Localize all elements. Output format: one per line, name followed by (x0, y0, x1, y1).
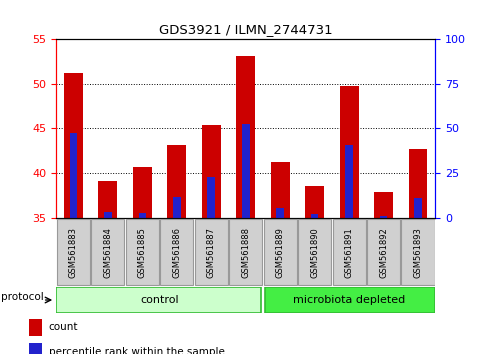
Bar (167, 145, 186, 218)
FancyBboxPatch shape (366, 219, 399, 285)
FancyBboxPatch shape (194, 219, 227, 285)
Bar (28, 343, 42, 354)
Text: GSM561891: GSM561891 (344, 227, 353, 278)
Text: GSM561892: GSM561892 (378, 227, 387, 278)
Bar (345, 145, 352, 218)
Bar (305, 185, 324, 218)
Text: GSM561890: GSM561890 (309, 227, 319, 278)
FancyBboxPatch shape (91, 219, 124, 285)
Bar (98, 181, 117, 218)
Bar (173, 197, 180, 218)
Bar (202, 125, 220, 218)
Bar (413, 198, 421, 218)
Text: control: control (140, 295, 179, 305)
Text: GSM561889: GSM561889 (275, 227, 284, 278)
Text: GSM561888: GSM561888 (241, 227, 250, 278)
Bar (133, 167, 152, 218)
Text: count: count (49, 322, 78, 332)
Bar (104, 212, 111, 218)
Text: GSM561885: GSM561885 (138, 227, 146, 278)
Bar (69, 133, 77, 218)
Text: GSM561884: GSM561884 (103, 227, 112, 278)
Text: GSM561887: GSM561887 (206, 227, 215, 278)
Bar (236, 56, 255, 218)
Bar (379, 216, 386, 218)
FancyBboxPatch shape (125, 219, 159, 285)
Title: GDS3921 / ILMN_2744731: GDS3921 / ILMN_2744731 (159, 23, 332, 36)
FancyBboxPatch shape (264, 287, 434, 313)
Bar (242, 124, 249, 218)
FancyBboxPatch shape (298, 219, 330, 285)
FancyBboxPatch shape (56, 287, 261, 313)
Bar (207, 177, 215, 218)
Text: percentile rank within the sample: percentile rank within the sample (49, 347, 224, 354)
Bar (28, 319, 42, 336)
Text: protocol: protocol (1, 292, 44, 302)
Bar (310, 214, 318, 218)
Text: GSM561893: GSM561893 (413, 227, 422, 278)
Bar (64, 73, 83, 218)
Bar (270, 162, 289, 218)
FancyBboxPatch shape (57, 219, 90, 285)
Text: microbiota depleted: microbiota depleted (292, 295, 405, 305)
Bar (407, 149, 427, 218)
FancyBboxPatch shape (263, 219, 296, 285)
FancyBboxPatch shape (229, 219, 262, 285)
FancyBboxPatch shape (401, 219, 434, 285)
Bar (373, 192, 392, 218)
Bar (138, 213, 146, 218)
Bar (276, 208, 284, 218)
Bar (339, 86, 358, 218)
FancyBboxPatch shape (332, 219, 365, 285)
Text: GSM561886: GSM561886 (172, 227, 181, 278)
Text: GSM561883: GSM561883 (69, 227, 78, 278)
FancyBboxPatch shape (160, 219, 193, 285)
